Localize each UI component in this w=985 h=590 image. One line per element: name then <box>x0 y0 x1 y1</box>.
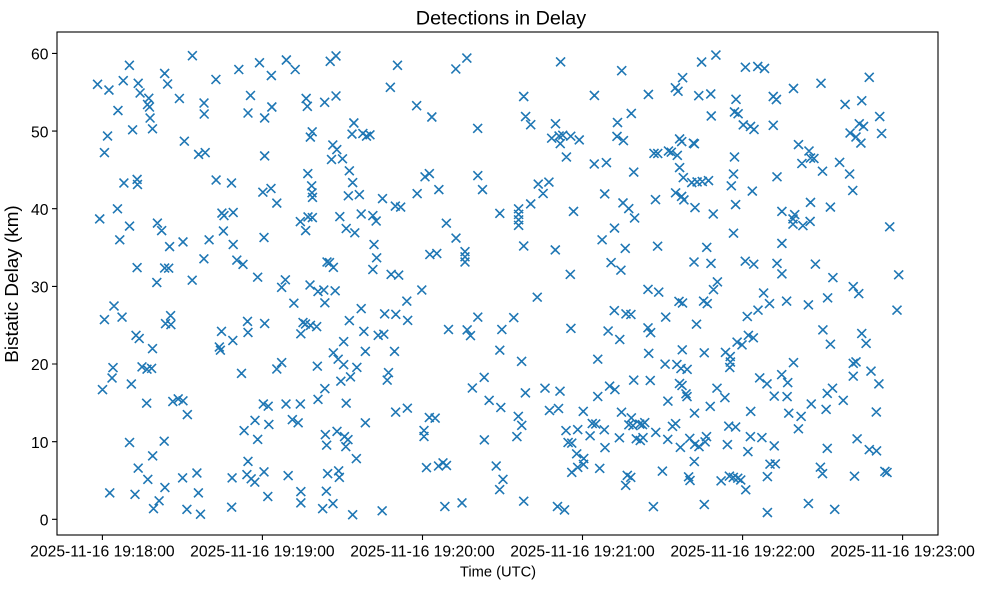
svg-text:Time (UTC): Time (UTC) <box>460 564 536 580</box>
svg-text:2025-11-16 19:21:00: 2025-11-16 19:21:00 <box>510 543 655 560</box>
svg-text:10: 10 <box>31 435 49 452</box>
svg-text:50: 50 <box>31 124 49 141</box>
svg-text:2025-11-16 19:18:00: 2025-11-16 19:18:00 <box>30 543 175 560</box>
svg-text:40: 40 <box>31 202 49 219</box>
svg-text:30: 30 <box>31 280 49 297</box>
svg-text:60: 60 <box>31 47 49 64</box>
svg-text:2025-11-16 19:19:00: 2025-11-16 19:19:00 <box>190 543 335 560</box>
svg-text:2025-11-16 19:22:00: 2025-11-16 19:22:00 <box>670 543 815 560</box>
svg-text:2025-11-16 19:23:00: 2025-11-16 19:23:00 <box>830 543 975 560</box>
svg-text:Detections in Delay: Detections in Delay <box>416 7 587 29</box>
svg-text:Bistatic Delay (km): Bistatic Delay (km) <box>2 205 23 362</box>
svg-text:20: 20 <box>31 357 49 374</box>
svg-text:0: 0 <box>40 513 49 530</box>
svg-text:2025-11-16 19:20:00: 2025-11-16 19:20:00 <box>350 543 495 560</box>
